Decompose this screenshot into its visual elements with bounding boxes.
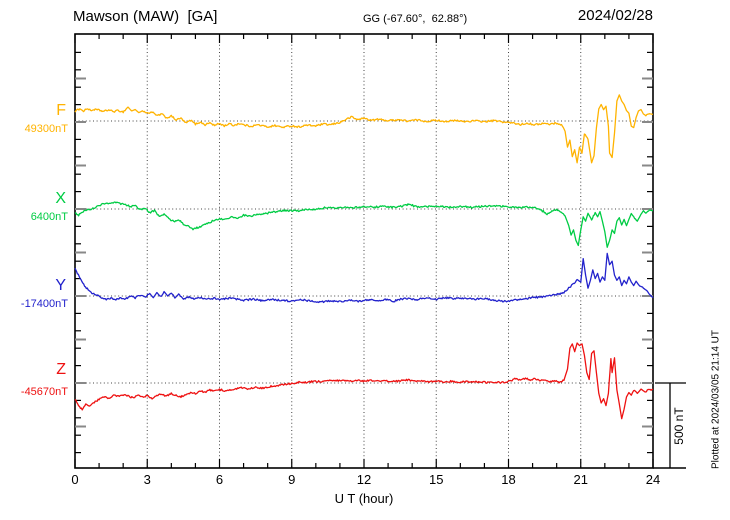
plotted-at-timestamp: Plotted at 2024/03/05 21:14 UT xyxy=(710,330,722,469)
x-tick-label-3: 3 xyxy=(143,472,151,487)
series-label-Y: Y xyxy=(55,277,66,294)
x-tick-label-9: 9 xyxy=(288,472,296,487)
geographic-coordinates: GG (-67.60°, 62.88°) xyxy=(363,13,468,25)
series-value-Z: -45670nT xyxy=(20,386,68,398)
x-tick-label-21: 21 xyxy=(573,472,588,487)
trace-Z xyxy=(74,342,654,420)
trace-X xyxy=(74,201,654,248)
x-tick-label-24: 24 xyxy=(645,472,661,487)
x-tick-label-15: 15 xyxy=(429,472,444,487)
plot-date: 2024/02/28 xyxy=(577,7,653,24)
series-value-X: 6400nT xyxy=(30,211,68,223)
trace-Y xyxy=(74,252,654,304)
series-label-Z: Z xyxy=(56,361,66,378)
x-tick-label-6: 6 xyxy=(215,472,224,487)
x-tick-label-0: 0 xyxy=(71,472,79,487)
x-tick-label-12: 12 xyxy=(356,472,372,487)
station-title: Mawson (MAW) [GA] xyxy=(73,8,218,25)
x-axis-label: U T (hour) xyxy=(334,491,394,506)
x-tick-label-18: 18 xyxy=(501,472,516,487)
series-label-X: X xyxy=(55,190,66,207)
scale-bar-label: 500 nT xyxy=(672,407,686,445)
series-value-F: 49300nT xyxy=(24,123,68,135)
trace-F xyxy=(74,94,654,164)
series-label-F: F xyxy=(56,102,66,119)
series-value-Y: -17400nT xyxy=(20,298,68,310)
